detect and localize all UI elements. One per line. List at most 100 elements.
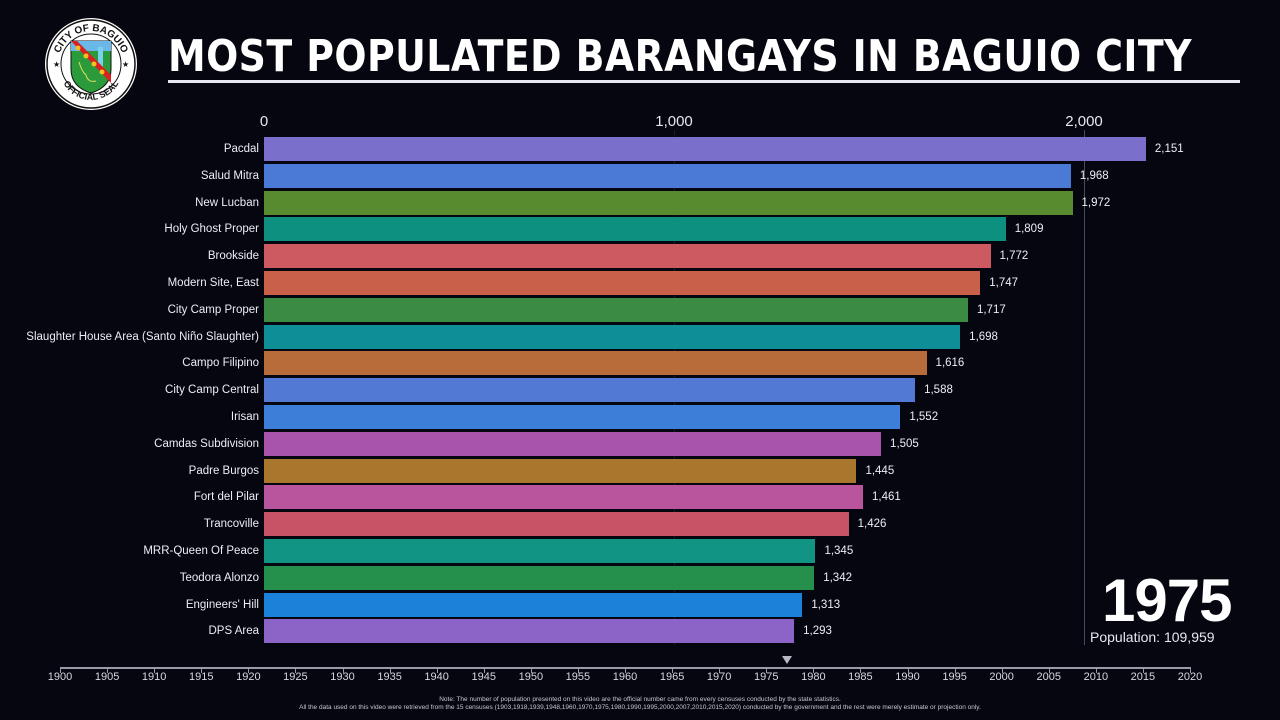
bar-row: Brookside 1,772 xyxy=(0,244,1280,269)
bar-row: Slaughter House Area (Santo Niño Slaught… xyxy=(0,324,1280,349)
bar xyxy=(264,619,795,644)
timeline-tick xyxy=(907,667,909,673)
bar-value: 1,313 xyxy=(811,598,841,611)
bar-value: 1,445 xyxy=(865,464,895,477)
timeline-tick xyxy=(483,667,485,673)
timeline-tick xyxy=(766,667,768,673)
timeline-tick-label: 1985 xyxy=(848,671,873,683)
bar-label: DPS Area xyxy=(208,625,260,638)
bar xyxy=(264,324,961,349)
timeline-tick xyxy=(1048,667,1050,673)
bar-row: New Lucban 1,972 xyxy=(0,190,1280,215)
timeline-tick xyxy=(577,667,579,673)
bar xyxy=(264,190,1073,215)
bar xyxy=(264,485,863,510)
timeline-tick-label: 1945 xyxy=(471,671,496,683)
timeline-tick-label: 2020 xyxy=(1177,671,1203,683)
timeline-tick-label: 2000 xyxy=(989,671,1014,683)
bar xyxy=(264,297,968,322)
bar xyxy=(264,565,815,590)
bar xyxy=(264,405,901,429)
timeline-tick-label: 2010 xyxy=(1083,671,1109,683)
timeline-tick xyxy=(813,667,815,673)
timeline-tick-label: 1935 xyxy=(377,671,402,683)
timeline-position-marker-icon[interactable] xyxy=(782,656,792,664)
timeline-tick-label: 1995 xyxy=(942,671,967,683)
bar-value: 1,293 xyxy=(803,625,832,638)
bar-row: Campo Filipino 1,616 xyxy=(0,351,1280,376)
timeline-tick xyxy=(860,667,862,673)
bar-row: Trancoville 1,426 xyxy=(0,512,1280,537)
bar-row: Engineers' Hill 1,313 xyxy=(0,592,1280,617)
bar-value: 1,747 xyxy=(989,277,1019,289)
timeline-tick xyxy=(201,667,203,673)
bar-value: 1,717 xyxy=(976,303,1006,316)
timeline-tick xyxy=(1001,667,1003,673)
timeline-tick xyxy=(672,667,674,673)
bar-value: 1,461 xyxy=(872,491,901,504)
bar xyxy=(264,539,816,563)
bar-value: 1,972 xyxy=(1081,196,1111,209)
bar-label: Modern Site, East xyxy=(167,277,259,289)
bar-value: 1,345 xyxy=(824,545,854,557)
bar-row: Camdas Subdivision 1,505 xyxy=(0,431,1280,456)
bar-label: City Camp Proper xyxy=(167,303,259,316)
timeline-tick xyxy=(719,667,721,673)
timeline-tick xyxy=(154,667,156,673)
axis-tick-2000: 2,000 xyxy=(1065,113,1103,130)
bar-label: Padre Burgos xyxy=(188,464,259,477)
bar-label: Holy Ghost Proper xyxy=(164,223,259,236)
bar xyxy=(264,592,803,617)
bar-value: 1,505 xyxy=(890,437,919,450)
timeline-tick xyxy=(295,667,297,673)
timeline-tick xyxy=(1095,667,1097,673)
bar xyxy=(264,271,981,295)
timeline-tick-label: 1920 xyxy=(236,671,261,683)
bar-label: Slaughter House Area (Santo Niño Slaught… xyxy=(26,330,259,343)
bar xyxy=(264,351,927,376)
timeline-tick-label: 1925 xyxy=(283,671,308,683)
svg-text:★: ★ xyxy=(53,60,60,69)
current-year: 1975 xyxy=(1102,567,1232,634)
bar-label: Campo Filipino xyxy=(182,357,259,370)
timeline-tick-label: 1940 xyxy=(424,671,449,683)
bar-label: Irisan xyxy=(230,411,259,423)
timeline-tick xyxy=(60,667,61,673)
bar-row: MRR-Queen Of Peace 1,345 xyxy=(0,539,1280,563)
bar-value: 1,809 xyxy=(1014,223,1044,236)
timeline-tick xyxy=(530,667,532,673)
timeline-tick-label: 1955 xyxy=(565,671,591,683)
title-underline xyxy=(168,80,1240,83)
bar xyxy=(264,244,991,269)
axis-tick-0: 0 xyxy=(259,113,269,130)
bar-label: Pacdal xyxy=(223,143,259,155)
bar-label: Fort del Pilar xyxy=(193,491,259,504)
gridline-2000 xyxy=(1084,130,1085,645)
bar-label: City Camp Central xyxy=(165,384,259,397)
page-title: MOST POPULATED BARANGAYS IN BAGUIO CITY xyxy=(168,31,1192,82)
bar-value: 1,426 xyxy=(857,518,887,531)
timeline-tick xyxy=(625,667,626,673)
bar-row: Padre Burgos 1,445 xyxy=(0,458,1280,483)
bar-label: Teodora Alonzo xyxy=(179,571,259,584)
bar-value: 1,552 xyxy=(909,411,939,423)
timeline-tick xyxy=(342,667,344,673)
footnote-line-2: All the data used on this video were ret… xyxy=(299,704,981,711)
timeline-tick-label: 1980 xyxy=(801,671,826,683)
bar-label: Trancoville xyxy=(203,518,259,531)
axis-tick-1000: 1,000 xyxy=(655,113,693,130)
timeline-tick-label: 1950 xyxy=(518,671,544,683)
bar xyxy=(264,458,857,483)
bar-value: 1,588 xyxy=(924,384,953,397)
timeline-tick-label: 1915 xyxy=(189,671,214,683)
bar-label: Brookside xyxy=(207,250,259,263)
bar-label: MRR-Queen Of Peace xyxy=(143,545,259,557)
bar-value: 1,968 xyxy=(1079,169,1109,182)
timeline-tick xyxy=(436,667,438,673)
footnote-line-1: Note: The number of population presented… xyxy=(439,696,841,703)
bar-row: Holy Ghost Proper 1,809 xyxy=(0,217,1280,242)
timeline-tick xyxy=(954,667,956,673)
timeline-tick xyxy=(389,667,391,673)
bar-value: 2,151 xyxy=(1154,143,1184,155)
bar xyxy=(264,378,916,403)
